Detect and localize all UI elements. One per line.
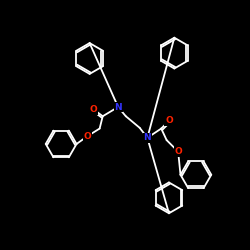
Text: N: N (114, 102, 122, 112)
Text: O: O (165, 116, 173, 125)
Text: O: O (84, 132, 91, 141)
Text: O: O (174, 147, 182, 156)
Text: N: N (144, 133, 151, 142)
Text: O: O (90, 105, 97, 114)
